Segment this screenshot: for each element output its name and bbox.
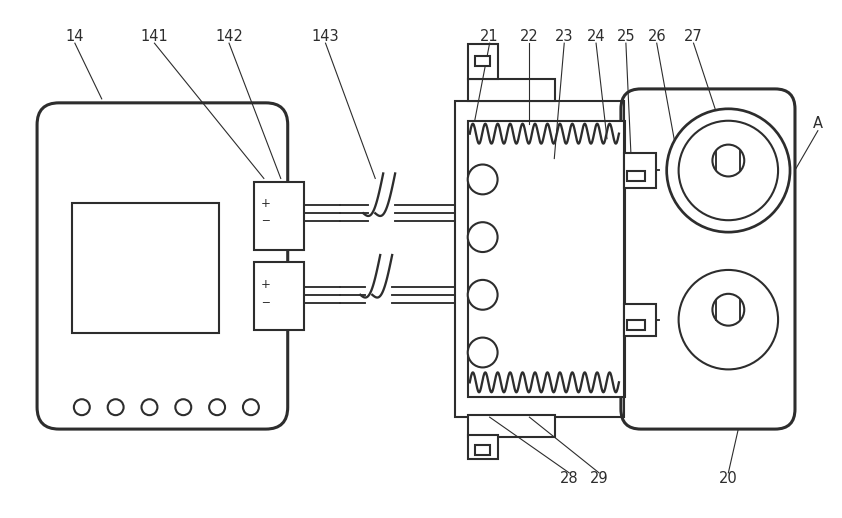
FancyBboxPatch shape [37,103,288,429]
Text: 29: 29 [589,471,609,486]
Text: A: A [813,116,823,131]
Text: 26: 26 [647,28,666,44]
Text: 28: 28 [560,471,578,486]
Bar [468,79,555,101]
Text: 141: 141 [141,28,168,44]
Circle shape [243,399,258,415]
Circle shape [468,338,498,367]
Circle shape [74,399,90,415]
Circle shape [468,165,498,194]
Bar [468,44,498,79]
Circle shape [667,109,790,232]
Bar [468,435,498,459]
Bar [627,320,645,329]
Circle shape [468,280,498,310]
Circle shape [141,399,157,415]
Bar [254,182,304,250]
Text: +: + [261,278,271,291]
Bar [624,304,656,336]
Circle shape [679,270,778,369]
Circle shape [679,121,778,220]
Text: ─: ─ [263,215,269,225]
Bar [627,171,645,181]
Bar [72,203,219,333]
Text: 21: 21 [480,28,499,44]
Circle shape [468,222,498,252]
Circle shape [712,294,744,326]
Text: 27: 27 [685,28,703,44]
Bar [475,56,490,66]
Bar [468,415,555,437]
Circle shape [108,399,124,415]
Text: 20: 20 [719,471,738,486]
Circle shape [209,399,225,415]
Text: 142: 142 [215,28,243,44]
Circle shape [175,399,191,415]
Bar [624,153,656,189]
Text: 25: 25 [616,28,635,44]
FancyBboxPatch shape [621,89,795,429]
Text: 23: 23 [555,28,573,44]
Circle shape [712,145,744,177]
Bar [254,262,304,329]
Bar [468,121,625,397]
Text: +: + [261,197,271,210]
Text: 24: 24 [587,28,605,44]
Bar [475,445,490,455]
Text: ─: ─ [263,297,269,307]
Bar [455,101,663,417]
Text: 22: 22 [520,28,539,44]
Text: 14: 14 [66,28,84,44]
Text: 143: 143 [312,28,339,44]
